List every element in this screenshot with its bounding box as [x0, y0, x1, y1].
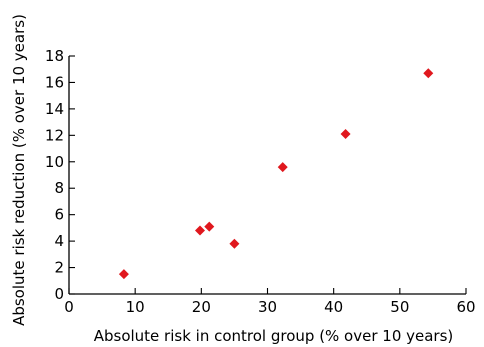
- data-point: [277, 162, 288, 173]
- y-tick-label: 6: [54, 206, 64, 224]
- x-tick-label: 50: [390, 298, 409, 316]
- x-tick-label: 40: [324, 298, 343, 316]
- data-point: [229, 238, 240, 249]
- y-tick-label: 0: [54, 285, 64, 303]
- axes: [68, 56, 466, 295]
- data-point: [340, 129, 351, 140]
- x-tick-label: 20: [192, 298, 211, 316]
- y-axis-title: Absolute risk reduction (% over 10 years…: [10, 14, 28, 326]
- ticks: 0 10 20 30 40 50 60 0 2 4 6 8 10 12 14 16 18: [45, 47, 476, 316]
- data-point: [118, 269, 129, 280]
- y-tick-label: 14: [45, 100, 64, 118]
- y-tick-label: 2: [54, 259, 64, 277]
- data-point: [195, 225, 206, 236]
- data-point: [423, 68, 434, 79]
- y-tick-label: 16: [45, 73, 64, 91]
- x-tick-label: 0: [64, 298, 74, 316]
- x-tick-label: 10: [126, 298, 145, 316]
- data-point: [204, 221, 215, 232]
- data-points: [118, 68, 434, 280]
- x-tick-label: 30: [258, 298, 277, 316]
- y-tick-label: 12: [45, 126, 64, 144]
- y-tick-label: 10: [45, 153, 64, 171]
- y-tick-label: 18: [45, 47, 64, 65]
- x-tick-label: 60: [456, 298, 475, 316]
- y-tick-label: 4: [54, 232, 64, 250]
- x-axis-title: Absolute risk in control group (% over 1…: [94, 327, 454, 345]
- y-tick-label: 8: [54, 179, 64, 197]
